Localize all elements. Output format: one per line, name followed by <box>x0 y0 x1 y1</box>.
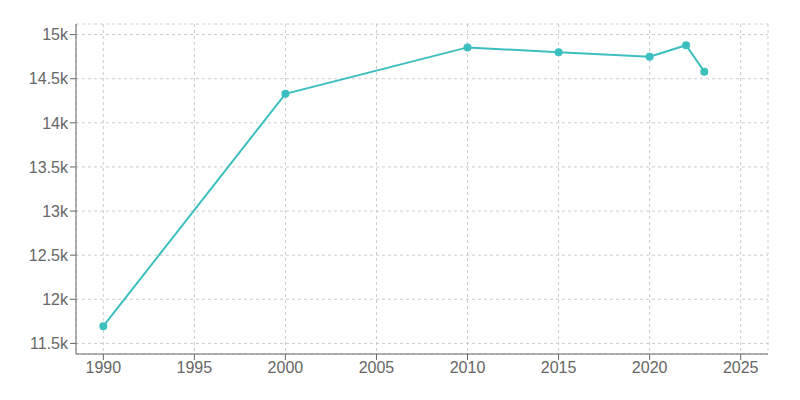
svg-text:14.5k: 14.5k <box>29 70 69 87</box>
svg-text:15k: 15k <box>42 26 69 43</box>
svg-text:2015: 2015 <box>541 359 577 376</box>
svg-text:12k: 12k <box>42 291 69 308</box>
svg-text:2020: 2020 <box>632 359 668 376</box>
svg-text:1990: 1990 <box>86 359 122 376</box>
svg-text:13.5k: 13.5k <box>29 159 69 176</box>
svg-text:1995: 1995 <box>177 359 213 376</box>
svg-text:2010: 2010 <box>450 359 486 376</box>
svg-text:2005: 2005 <box>359 359 395 376</box>
svg-text:2000: 2000 <box>268 359 304 376</box>
svg-text:12.5k: 12.5k <box>29 247 69 264</box>
svg-text:11.5k: 11.5k <box>30 335 69 352</box>
svg-text:2025: 2025 <box>723 359 759 376</box>
svg-text:14k: 14k <box>42 115 69 132</box>
svg-text:13k: 13k <box>42 203 69 220</box>
